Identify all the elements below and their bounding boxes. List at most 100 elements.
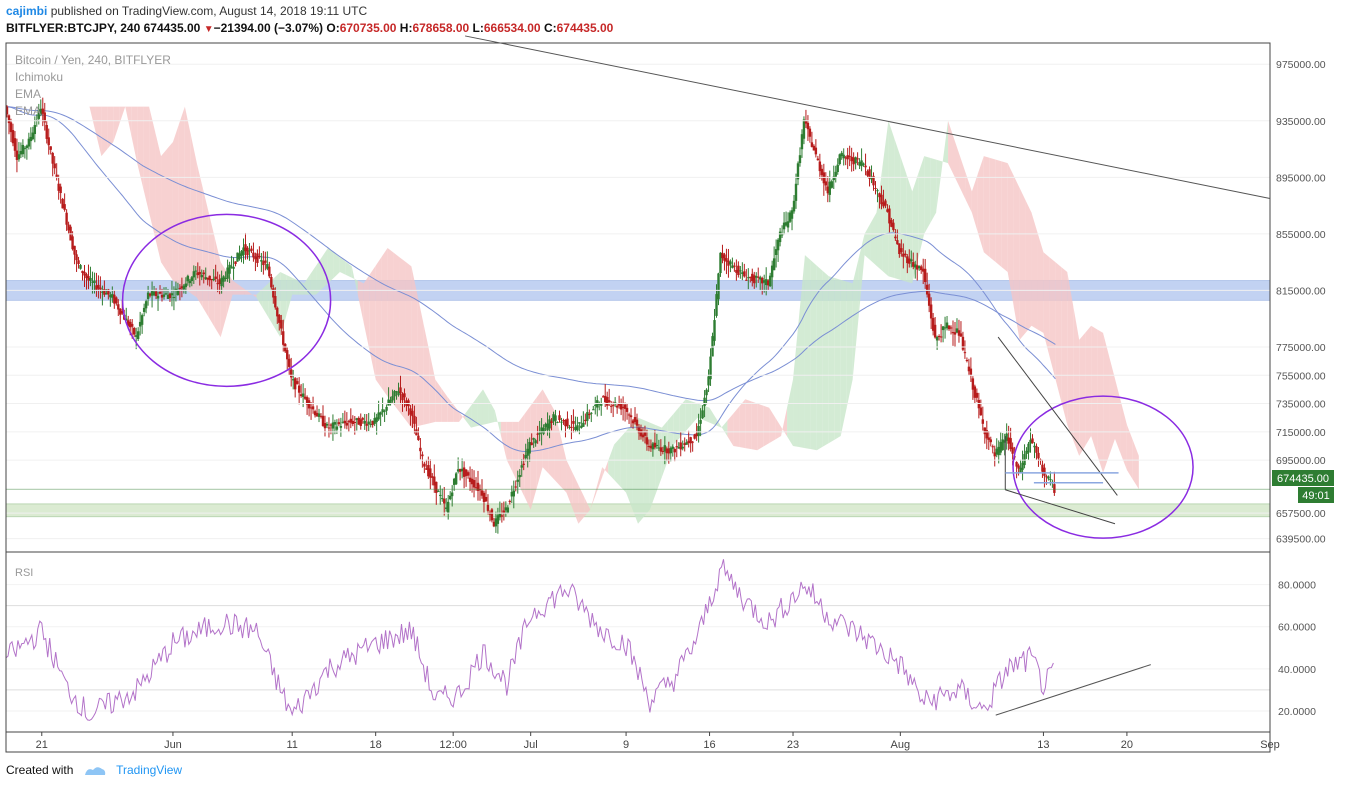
candle-up [538, 432, 541, 435]
candle-up [182, 285, 186, 290]
candle-down [890, 220, 893, 227]
candle-down [299, 394, 303, 397]
high-label: H: [399, 21, 413, 35]
rsi-tick-label: 80.0000 [1278, 580, 1316, 592]
ichimoku-cloud-segment [584, 497, 591, 517]
candle-up [955, 328, 959, 333]
rsi-pane[interactable] [5, 559, 1270, 721]
candle-up [238, 253, 241, 260]
low-value: 666534.00 [483, 21, 541, 35]
candle-up [379, 412, 382, 415]
candle-up [997, 446, 1000, 456]
ichimoku-cloud-segment [1085, 325, 1092, 446]
candle-up [29, 136, 33, 142]
tradingview-link[interactable]: TradingView [116, 763, 183, 777]
candle-down [206, 277, 209, 280]
ichimoku-cloud-segment [1055, 262, 1062, 402]
candle-down [735, 269, 738, 273]
candle-down [844, 157, 847, 159]
timer-badge-bg [1298, 487, 1334, 503]
price-tick-label: 695000.00 [1276, 455, 1326, 467]
ichimoku-cloud-segment [310, 265, 317, 295]
candle-down [987, 437, 990, 440]
candle-up [516, 479, 519, 482]
ichimoku-cloud-segment [560, 435, 567, 493]
candle-down [113, 294, 116, 304]
legend-ema-2[interactable]: EMA [15, 104, 41, 118]
candle-down [627, 414, 631, 416]
candle-down [1015, 462, 1018, 467]
publish-text: published on TradingView.com, August 14,… [47, 4, 368, 18]
candle-up [498, 513, 502, 518]
close-value: 674435.00 [556, 21, 614, 35]
candle-up [914, 264, 917, 268]
candle-up [840, 152, 843, 157]
candle-down [1041, 464, 1044, 472]
candle-up [802, 119, 806, 139]
author-link[interactable]: cajimbi [6, 4, 48, 18]
rsi-label[interactable]: RSI [15, 567, 33, 579]
ichimoku-cloud-segment [846, 281, 853, 408]
candle-down [305, 397, 309, 405]
candle-down [888, 208, 891, 224]
last-price: 674435.00 [143, 21, 201, 35]
candle-up [528, 441, 531, 454]
rsi-line[interactable] [5, 559, 1054, 721]
candle-up [663, 445, 667, 452]
candle-down [323, 423, 327, 429]
ichimoku-cloud-segment [375, 256, 382, 388]
candle-up [134, 335, 138, 337]
candle-up [460, 468, 464, 472]
candle-up [542, 427, 545, 434]
candle-up [876, 190, 879, 192]
time-tick-label: 20 [1121, 739, 1133, 751]
candle-up [454, 473, 458, 485]
candle-down [804, 120, 808, 124]
candle-down [884, 200, 887, 206]
ichimoku-cloud-segment [679, 399, 686, 438]
legend-ema-1[interactable]: EMA [15, 87, 41, 101]
candle-up [1029, 439, 1032, 444]
symbol-label[interactable]: BITFLYER:BTCJPY, 240 [6, 21, 141, 35]
ichimoku-cloud-segment [572, 472, 579, 524]
candle-up [445, 507, 448, 509]
price-tick-label: 895000.00 [1276, 172, 1326, 184]
candle-up [387, 399, 390, 406]
ema-slow-line[interactable] [5, 106, 1056, 402]
ichimoku-cloud-segment [262, 283, 269, 318]
legend-ichimoku[interactable]: Ichimoku [15, 70, 63, 84]
candle-up [755, 276, 758, 278]
candle-up [393, 391, 396, 397]
ichimoku-cloud-segment [178, 106, 185, 290]
candle-down [11, 130, 15, 144]
candle-up [655, 444, 659, 446]
price-pane[interactable] [5, 97, 1271, 534]
candle-up [21, 144, 25, 155]
ichimoku-cloud-segment [322, 248, 328, 290]
candle-down [687, 440, 690, 444]
candle-up [945, 322, 949, 329]
candle-down [558, 415, 561, 421]
candle-down [371, 420, 374, 425]
candle-down [647, 446, 651, 448]
candle-up [554, 415, 557, 421]
candle-down [635, 419, 639, 426]
candle-down [85, 274, 88, 279]
candle-down [103, 289, 106, 295]
candle-down [878, 193, 881, 198]
candle-down [761, 277, 764, 284]
ichimoku-cloud-segment [292, 277, 299, 295]
candle-down [464, 469, 468, 476]
ichimoku-cloud-segment [381, 248, 388, 397]
candle-down [282, 331, 285, 345]
consolidation-ellipse [121, 213, 332, 388]
ichimoku-cloud-segment [840, 279, 847, 437]
candle-up [230, 266, 233, 268]
candle-down [615, 405, 619, 408]
ichimoku-cloud-segment [614, 437, 621, 487]
candle-down [49, 146, 52, 150]
candle-up [759, 277, 762, 280]
candle-up [204, 277, 207, 280]
candle-up [166, 294, 170, 299]
